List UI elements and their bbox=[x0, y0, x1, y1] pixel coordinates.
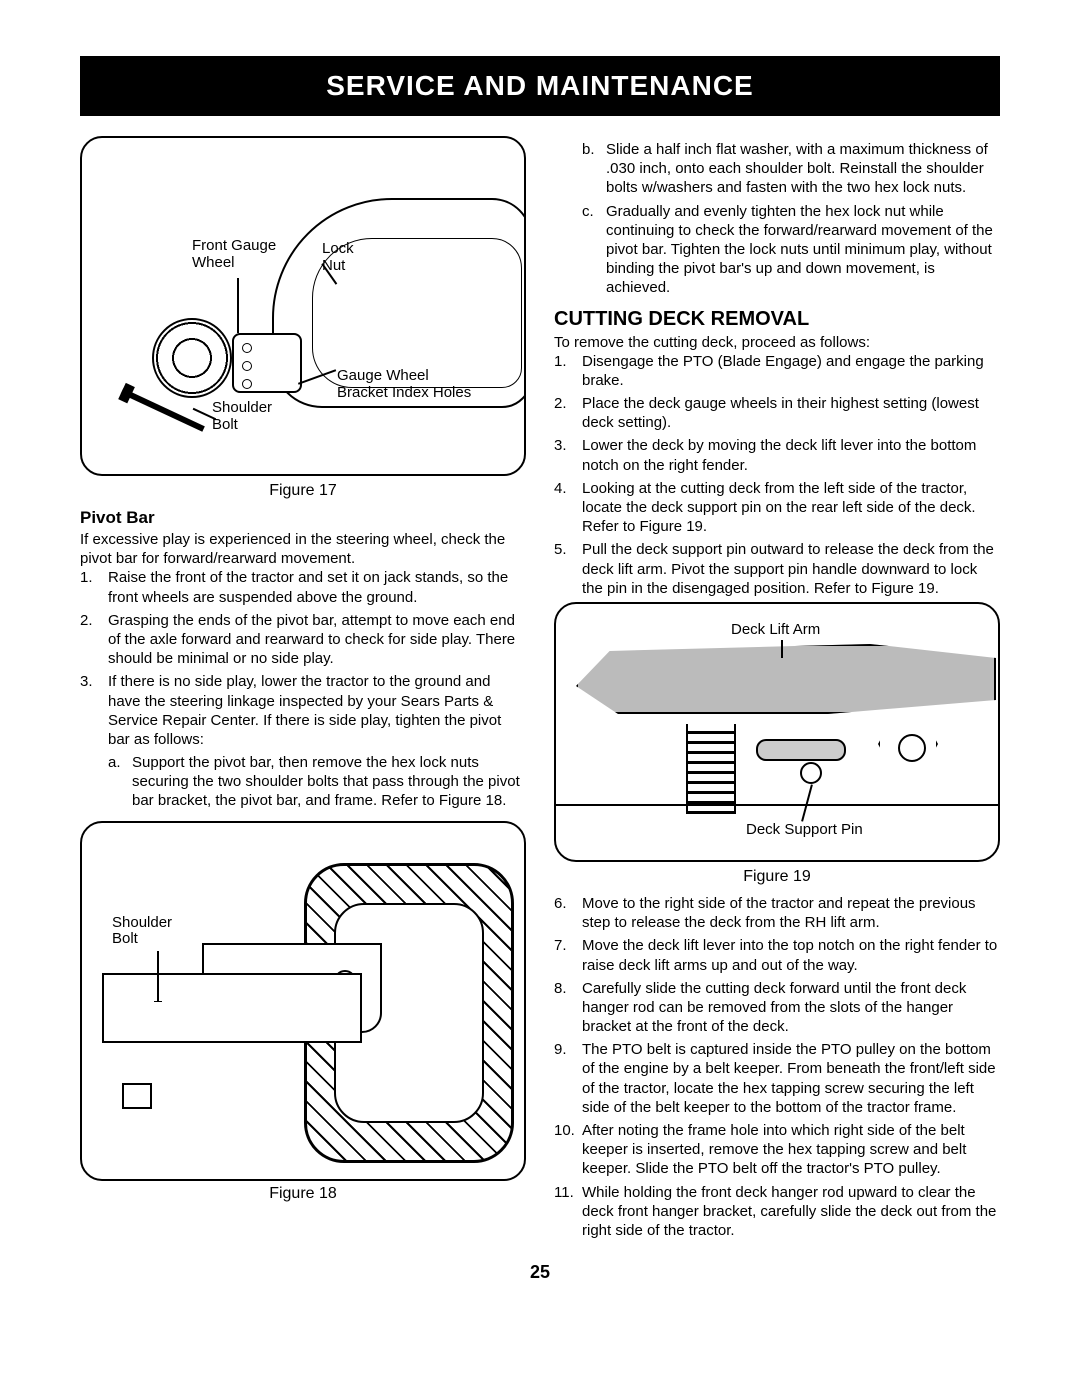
cutting-deck-steps-1-5: 1.Disengage the PTO (Blade Engage) and e… bbox=[554, 352, 1000, 598]
deck-edge-icon bbox=[556, 804, 998, 806]
deck-step-5: Pull the deck support pin outward to rel… bbox=[582, 540, 1000, 598]
axle-icon bbox=[102, 973, 362, 1043]
figure-17: Front Gauge Wheel Lock Nut Gauge Wheel B… bbox=[80, 136, 526, 476]
hex-nut-icon bbox=[122, 1083, 152, 1109]
deck-step-8: Carefully slide the cutting deck forward… bbox=[582, 979, 1000, 1037]
figure-19: Deck Lift Arm Deck Support Pin bbox=[554, 602, 1000, 862]
deck-lift-arm-icon bbox=[576, 644, 996, 714]
hex-bolt-icon bbox=[878, 714, 938, 774]
figure-18: Shoulder Bolt bbox=[80, 821, 526, 1181]
deck-step-1: Disengage the PTO (Blade Engage) and eng… bbox=[582, 352, 1000, 390]
figure-18-caption: Figure 18 bbox=[80, 1185, 526, 1203]
pivot-step-3c: Gradually and evenly tighten the hex loc… bbox=[606, 202, 1000, 298]
deck-step-11: While holding the front deck hanger rod … bbox=[582, 1183, 1000, 1241]
deck-step-3: Lower the deck by moving the deck lift l… bbox=[582, 436, 1000, 474]
spring-icon bbox=[686, 724, 736, 814]
gauge-wheel-icon bbox=[152, 318, 232, 398]
left-column: Front Gauge Wheel Lock Nut Gauge Wheel B… bbox=[80, 136, 526, 1244]
label-deck-support-pin: Deck Support Pin bbox=[746, 822, 863, 839]
deck-support-pin-icon bbox=[756, 739, 846, 761]
two-column-layout: Front Gauge Wheel Lock Nut Gauge Wheel B… bbox=[80, 136, 1000, 1244]
deck-step-7: Move the deck lift lever into the top no… bbox=[582, 936, 1000, 974]
pivot-sub-continued: b.Slide a half inch flat washer, with a … bbox=[554, 140, 1000, 298]
deck-step-2: Place the deck gauge wheels in their hig… bbox=[582, 394, 1000, 432]
pivot-bar-steps: 1.Raise the front of the tractor and set… bbox=[80, 568, 526, 814]
cutting-deck-intro: To remove the cutting deck, proceed as f… bbox=[554, 333, 1000, 352]
cutting-deck-steps-6-11: 6.Move to the right side of the tractor … bbox=[554, 894, 1000, 1240]
page: SERVICE AND MAINTENANCE Front Gauge Whee… bbox=[0, 0, 1080, 1323]
deck-step-6: Move to the right side of the tractor an… bbox=[582, 894, 1000, 932]
section-banner: SERVICE AND MAINTENANCE bbox=[80, 56, 1000, 116]
deck-step-9: The PTO belt is captured inside the PTO … bbox=[582, 1040, 1000, 1117]
deck-step-4: Looking at the cutting deck from the lef… bbox=[582, 479, 1000, 537]
pivot-step-3a: Support the pivot bar, then remove the h… bbox=[132, 753, 526, 811]
figure-19-caption: Figure 19 bbox=[554, 868, 1000, 886]
deck-step-10: After noting the frame hole into which r… bbox=[582, 1121, 1000, 1179]
right-column: b.Slide a half inch flat washer, with a … bbox=[554, 136, 1000, 1244]
pivot-step-2: Grasping the ends of the pivot bar, atte… bbox=[108, 611, 526, 669]
page-number: 25 bbox=[80, 1262, 1000, 1283]
label-deck-lift-arm: Deck Lift Arm bbox=[731, 622, 820, 639]
label-shoulder-bolt-17: Shoulder Bolt bbox=[212, 400, 272, 433]
heading-cutting-deck-removal: CUTTING DECK REMOVAL bbox=[554, 308, 1000, 331]
pivot-step-1: Raise the front of the tractor and set i… bbox=[108, 568, 526, 606]
pin-knob-icon bbox=[800, 762, 822, 784]
pivot-step-3: If there is no side play, lower the trac… bbox=[108, 672, 526, 814]
pivot-step-3b: Slide a half inch flat washer, with a ma… bbox=[606, 140, 1000, 198]
pivot-bar-intro: If excessive play is experienced in the … bbox=[80, 530, 526, 568]
label-gauge-wheel-bracket: Gauge Wheel Bracket Index Holes bbox=[337, 368, 471, 401]
heading-pivot-bar: Pivot Bar bbox=[80, 508, 526, 528]
figure-17-caption: Figure 17 bbox=[80, 482, 526, 500]
label-shoulder-bolt-18: Shoulder Bolt bbox=[112, 915, 172, 948]
label-front-gauge-wheel: Front Gauge Wheel bbox=[192, 238, 276, 271]
bracket-icon bbox=[232, 333, 302, 393]
